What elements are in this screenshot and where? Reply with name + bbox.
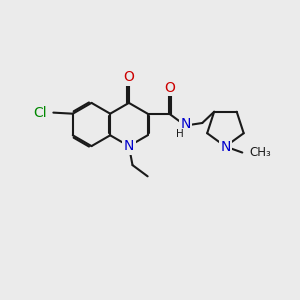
Text: O: O — [164, 81, 175, 95]
Text: N: N — [180, 117, 190, 131]
Text: N: N — [124, 139, 134, 153]
Text: CH₃: CH₃ — [250, 146, 272, 159]
Text: Cl: Cl — [33, 106, 47, 120]
Text: H: H — [176, 129, 184, 139]
Text: O: O — [124, 70, 134, 84]
Text: N: N — [220, 140, 231, 154]
